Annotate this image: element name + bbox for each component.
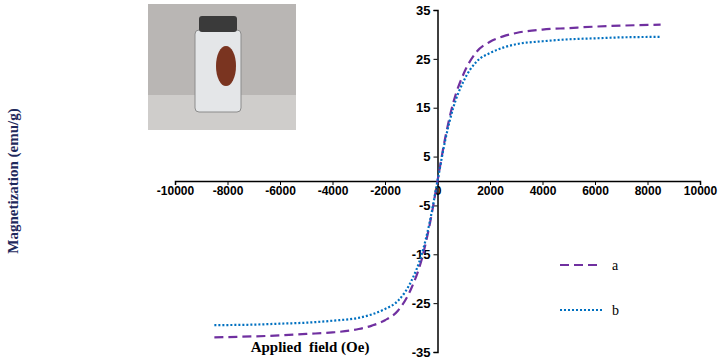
legend-swatch xyxy=(560,309,602,311)
legend-label: b xyxy=(612,303,619,318)
y-tick-mark xyxy=(434,254,438,255)
x-tick: -2000 xyxy=(370,181,401,198)
x-tick-label: 2000 xyxy=(477,184,504,198)
chart: -10000-8000-6000-4000-200002000400060008… xyxy=(0,0,724,360)
x-tick: -10000 xyxy=(157,181,195,198)
y-tick-label: 25 xyxy=(416,52,430,67)
x-tick: 4000 xyxy=(530,181,557,198)
y-tick: 25 xyxy=(416,52,437,67)
x-tick-label: -6000 xyxy=(265,184,296,198)
legend-label: a xyxy=(612,258,619,273)
y-axis-title: Magnetization (emu/g) xyxy=(5,108,22,253)
x-tick: -6000 xyxy=(265,181,296,198)
y-tick-mark xyxy=(434,10,438,11)
x-tick-label: -8000 xyxy=(213,184,244,198)
plot-area xyxy=(214,25,660,338)
photo-cap xyxy=(199,16,237,32)
y-tick: 15 xyxy=(416,100,437,115)
x-tick: -8000 xyxy=(213,181,244,198)
x-tick-label: -2000 xyxy=(370,184,401,198)
x-tick-label: 8000 xyxy=(635,184,662,198)
x-tick-label: -10000 xyxy=(157,184,195,198)
series-line xyxy=(214,25,660,338)
x-tick-label: 4000 xyxy=(530,184,557,198)
x-tick: 10000 xyxy=(684,181,718,198)
y-tick-label: -5 xyxy=(419,198,431,213)
inset-photo xyxy=(148,4,296,130)
x-tick-label: 6000 xyxy=(582,184,609,198)
y-tick: -25 xyxy=(412,296,438,311)
y-tick-mark xyxy=(434,352,438,353)
x-tick-label: 10000 xyxy=(684,184,718,198)
legend-swatch xyxy=(560,264,602,266)
y-axis: -35-25-15-55152535 xyxy=(412,3,438,360)
y-tick-mark xyxy=(434,303,438,304)
y-tick-mark xyxy=(434,157,438,158)
y-tick: -35 xyxy=(412,345,438,360)
x-axis-title: Applied field (Oe) xyxy=(251,339,370,356)
x-tick: 2000 xyxy=(477,181,504,198)
legend: ab xyxy=(560,258,619,318)
y-tick-mark xyxy=(434,108,438,109)
x-tick: -4000 xyxy=(318,181,349,198)
photo-sample xyxy=(216,46,236,86)
x-tick: 8000 xyxy=(635,181,662,198)
y-tick: 35 xyxy=(416,3,437,18)
x-tick-label: -4000 xyxy=(318,184,349,198)
y-tick-label: 15 xyxy=(416,100,430,115)
y-tick-label: -35 xyxy=(412,345,431,360)
series-line xyxy=(214,37,660,325)
x-tick: 6000 xyxy=(582,181,609,198)
y-tick-label: -25 xyxy=(412,296,431,311)
y-tick-label: 35 xyxy=(416,3,430,18)
y-tick: 5 xyxy=(423,149,437,164)
y-tick-label: 5 xyxy=(423,149,430,164)
photo-vial xyxy=(195,30,241,112)
y-tick-mark xyxy=(434,59,438,60)
photo-background xyxy=(148,4,296,130)
